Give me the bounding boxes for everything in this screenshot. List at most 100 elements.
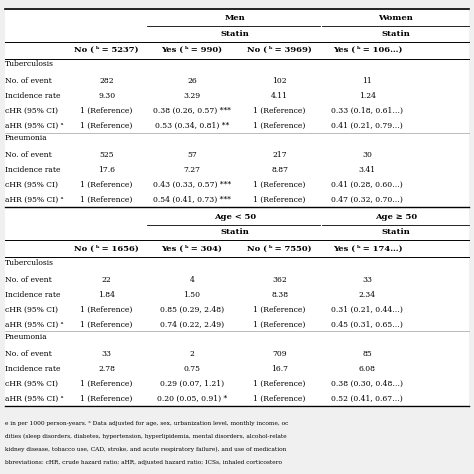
Text: 0.74 (0.22, 2.49): 0.74 (0.22, 2.49) — [160, 320, 224, 328]
Text: Statin: Statin — [382, 228, 410, 237]
Text: Yes ( ᵏ = 106…): Yes ( ᵏ = 106…) — [333, 46, 402, 55]
Text: No. of event: No. of event — [5, 151, 52, 159]
Text: cHR (95% CI): cHR (95% CI) — [5, 380, 58, 388]
Text: 282: 282 — [100, 77, 114, 85]
Text: Tuberculosis: Tuberculosis — [5, 60, 54, 68]
Text: 1 (Reference): 1 (Reference) — [81, 394, 133, 402]
Text: bbreviations: cHR, crude hazard ratio; aHR, adjusted hazard ratio; ICSs, inhaled: bbreviations: cHR, crude hazard ratio; a… — [5, 460, 282, 465]
Text: 1 (Reference): 1 (Reference) — [254, 122, 306, 130]
Text: 0.45 (0.31, 0.65…): 0.45 (0.31, 0.65…) — [331, 320, 403, 328]
Text: 0.85 (0.29, 2.48): 0.85 (0.29, 2.48) — [160, 306, 224, 314]
Text: 0.38 (0.30, 0.48…): 0.38 (0.30, 0.48…) — [331, 380, 403, 388]
Text: 1 (Reference): 1 (Reference) — [81, 306, 133, 314]
Text: Statin: Statin — [220, 228, 249, 237]
Text: 1 (Reference): 1 (Reference) — [254, 306, 306, 314]
Text: kidney disease, tobacco use, CAD, stroke, and acute respiratory failure), and us: kidney disease, tobacco use, CAD, stroke… — [5, 447, 286, 452]
Text: Statin: Statin — [220, 30, 249, 38]
Text: 1 (Reference): 1 (Reference) — [254, 320, 306, 328]
Text: 0.54 (0.41, 0.73) ***: 0.54 (0.41, 0.73) *** — [153, 196, 231, 204]
Text: 1 (Reference): 1 (Reference) — [81, 122, 133, 130]
Text: aHR (95% CI) ᵃ: aHR (95% CI) ᵃ — [5, 320, 64, 328]
Text: Men: Men — [224, 14, 245, 22]
Text: aHR (95% CI) ᵃ: aHR (95% CI) ᵃ — [5, 394, 64, 402]
Text: 57: 57 — [187, 151, 197, 159]
Text: 1 (Reference): 1 (Reference) — [254, 107, 306, 115]
Text: 0.52 (0.41, 0.67…): 0.52 (0.41, 0.67…) — [331, 394, 403, 402]
Text: Yes ( ᵏ = 990): Yes ( ᵏ = 990) — [162, 46, 222, 55]
Text: 1 (Reference): 1 (Reference) — [254, 380, 306, 388]
Text: 1 (Reference): 1 (Reference) — [81, 181, 133, 189]
Text: aHR (95% CI) ᵃ: aHR (95% CI) ᵃ — [5, 122, 64, 130]
Text: 0.41 (0.28, 0.60…): 0.41 (0.28, 0.60…) — [331, 181, 403, 189]
Text: 709: 709 — [273, 350, 287, 358]
Text: 8.38: 8.38 — [271, 291, 288, 299]
Text: 1 (Reference): 1 (Reference) — [254, 196, 306, 204]
Text: 217: 217 — [273, 151, 287, 159]
Text: 4.11: 4.11 — [271, 92, 288, 100]
Text: 6.08: 6.08 — [359, 365, 376, 373]
Text: 33: 33 — [362, 276, 373, 284]
Text: 3.41: 3.41 — [359, 166, 376, 174]
Text: Age < 50: Age < 50 — [214, 213, 255, 221]
Text: Women: Women — [378, 14, 413, 22]
Text: Tuberculosis: Tuberculosis — [5, 259, 54, 267]
Text: 0.43 (0.33, 0.57) ***: 0.43 (0.33, 0.57) *** — [153, 181, 231, 189]
Text: Incidence rate: Incidence rate — [5, 365, 60, 373]
Text: Yes ( ᵏ = 174…): Yes ( ᵏ = 174…) — [333, 245, 402, 253]
Text: No ( ᵏ = 3969): No ( ᵏ = 3969) — [247, 46, 312, 55]
Text: 1 (Reference): 1 (Reference) — [81, 196, 133, 204]
Text: 0.29 (0.07, 1.21): 0.29 (0.07, 1.21) — [160, 380, 224, 388]
Text: No ( ᵏ = 7550): No ( ᵏ = 7550) — [247, 245, 312, 253]
Text: 0.53 (0.34, 0.81) **: 0.53 (0.34, 0.81) ** — [155, 122, 229, 130]
Text: 1.50: 1.50 — [183, 291, 201, 299]
Text: 1 (Reference): 1 (Reference) — [81, 107, 133, 115]
Text: 3.29: 3.29 — [183, 92, 201, 100]
Text: 16.7: 16.7 — [271, 365, 288, 373]
Text: Pneumonia: Pneumonia — [5, 333, 47, 341]
Text: 0.20 (0.05, 0.91) *: 0.20 (0.05, 0.91) * — [157, 394, 227, 402]
Text: Incidence rate: Incidence rate — [5, 92, 60, 100]
Text: e in per 1000 person-years. ᵃ Data adjusted for age, sex, urbanization level, mo: e in per 1000 person-years. ᵃ Data adjus… — [5, 421, 288, 426]
Text: Incidence rate: Incidence rate — [5, 166, 60, 174]
Text: aHR (95% CI) ᵃ: aHR (95% CI) ᵃ — [5, 196, 64, 204]
Text: 7.27: 7.27 — [183, 166, 201, 174]
Text: 2.78: 2.78 — [98, 365, 115, 373]
Text: 17.6: 17.6 — [98, 166, 115, 174]
Text: 362: 362 — [272, 276, 287, 284]
Text: Age ≥ 50: Age ≥ 50 — [375, 213, 417, 221]
Text: 33: 33 — [101, 350, 112, 358]
Text: 30: 30 — [363, 151, 372, 159]
Text: Statin: Statin — [382, 30, 410, 38]
Text: 1.84: 1.84 — [98, 291, 115, 299]
Text: No ( ᵏ = 5237): No ( ᵏ = 5237) — [74, 46, 139, 55]
Text: No. of event: No. of event — [5, 276, 52, 284]
Text: 1 (Reference): 1 (Reference) — [254, 181, 306, 189]
Text: 0.31 (0.21, 0.44…): 0.31 (0.21, 0.44…) — [331, 306, 403, 314]
Text: 525: 525 — [100, 151, 114, 159]
Text: 1 (Reference): 1 (Reference) — [254, 394, 306, 402]
Text: No ( ᵏ = 1656): No ( ᵏ = 1656) — [74, 245, 139, 253]
Text: 0.75: 0.75 — [183, 365, 201, 373]
Text: Incidence rate: Incidence rate — [5, 291, 60, 299]
Text: 2.34: 2.34 — [359, 291, 376, 299]
Text: Yes ( ᵏ = 304): Yes ( ᵏ = 304) — [162, 245, 222, 253]
Text: 9.30: 9.30 — [98, 92, 115, 100]
Text: 0.33 (0.18, 0.61…): 0.33 (0.18, 0.61…) — [331, 107, 403, 115]
Text: 1 (Reference): 1 (Reference) — [81, 320, 133, 328]
Text: Pneumonia: Pneumonia — [5, 134, 47, 142]
Text: 1.24: 1.24 — [359, 92, 376, 100]
Text: 0.38 (0.26, 0.57) ***: 0.38 (0.26, 0.57) *** — [153, 107, 231, 115]
Text: 2: 2 — [190, 350, 194, 358]
Text: No. of event: No. of event — [5, 77, 52, 85]
FancyBboxPatch shape — [5, 9, 469, 408]
Text: 0.41 (0.21, 0.79…): 0.41 (0.21, 0.79…) — [331, 122, 403, 130]
Text: dities (sleep disorders, diabetes, hypertension, hyperlipidemia, mental disorder: dities (sleep disorders, diabetes, hyper… — [5, 434, 286, 439]
Text: cHR (95% CI): cHR (95% CI) — [5, 181, 58, 189]
Text: 1 (Reference): 1 (Reference) — [81, 380, 133, 388]
Text: 26: 26 — [187, 77, 197, 85]
Text: 8.87: 8.87 — [271, 166, 288, 174]
Text: cHR (95% CI): cHR (95% CI) — [5, 306, 58, 314]
Text: 4: 4 — [190, 276, 194, 284]
Text: 85: 85 — [363, 350, 372, 358]
Text: No. of event: No. of event — [5, 350, 52, 358]
